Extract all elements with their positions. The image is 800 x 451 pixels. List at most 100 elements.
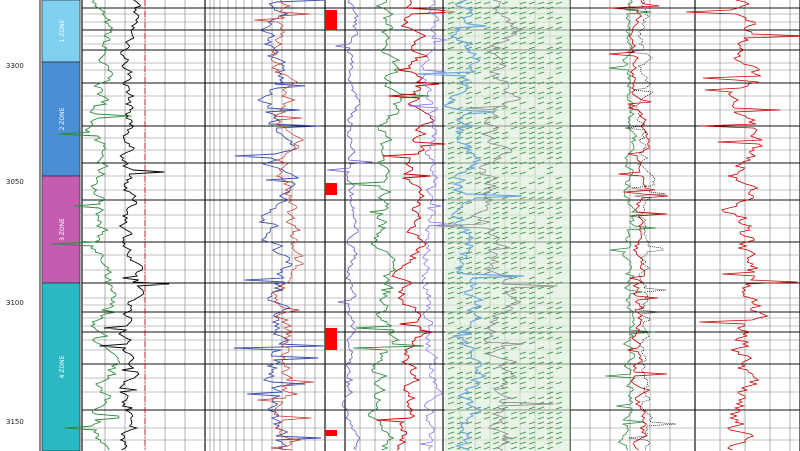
- lithology-hatch: [456, 281, 464, 285]
- lithology-hatch: [555, 396, 563, 400]
- lithology-hatch: [528, 431, 536, 435]
- lithology-hatch: [546, 251, 554, 255]
- lithology-hatch: [492, 161, 500, 165]
- lithology-hatch: [465, 421, 473, 425]
- lithology-hatch: [474, 271, 482, 275]
- lithology-hatch: [519, 131, 527, 135]
- lithology-hatch: [555, 56, 563, 60]
- lithology-hatch: [447, 151, 455, 155]
- lithology-hatch: [456, 196, 464, 200]
- lithology-hatch: [447, 336, 455, 340]
- lithology-hatch: [483, 11, 491, 15]
- lithology-hatch: [546, 376, 554, 380]
- lithology-hatch: [492, 416, 500, 420]
- lithology-hatch: [519, 331, 527, 335]
- lithology-hatch: [555, 311, 563, 315]
- lithology-hatch: [447, 21, 455, 25]
- lithology-hatch: [483, 26, 491, 30]
- lithology-hatch: [492, 56, 500, 60]
- lithology-hatch: [537, 446, 545, 450]
- lithology-hatch: [492, 286, 500, 290]
- lithology-hatch: [501, 406, 509, 410]
- lithology-hatch: [465, 381, 473, 385]
- track-3-block: [325, 10, 337, 30]
- lithology-hatch: [546, 246, 554, 250]
- lithology-hatch: [519, 11, 527, 15]
- lithology-hatch: [492, 91, 500, 95]
- lithology-hatch: [546, 381, 554, 385]
- lithology-hatch: [501, 371, 509, 375]
- lithology-hatch: [447, 286, 455, 290]
- zone-band: [41, 175, 81, 284]
- lithology-hatch: [555, 176, 563, 180]
- lithology-hatch: [528, 441, 536, 445]
- lithology-hatch: [465, 371, 473, 375]
- lithology-hatch: [519, 161, 527, 165]
- lithology-hatch: [528, 291, 536, 295]
- lithology-hatch: [465, 376, 473, 380]
- lithology-hatch: [537, 206, 545, 210]
- lithology-hatch: [447, 291, 455, 295]
- lithology-hatch: [492, 151, 500, 155]
- lithology-hatch: [492, 186, 500, 190]
- lithology-hatch: [447, 111, 455, 115]
- lithology-hatch: [456, 346, 464, 350]
- lithology-hatch: [528, 61, 536, 65]
- lithology-hatch: [483, 246, 491, 250]
- lithology-hatch: [501, 11, 509, 15]
- lithology-hatch: [519, 136, 527, 140]
- lithology-hatch: [537, 371, 545, 375]
- lithology-hatch: [546, 311, 554, 315]
- lithology-hatch: [555, 136, 563, 140]
- lithology-hatch: [555, 46, 563, 50]
- lithology-hatch: [465, 56, 473, 60]
- lithology-hatch: [492, 436, 500, 440]
- lithology-hatch: [456, 61, 464, 65]
- lithology-hatch: [528, 131, 536, 135]
- lithology-hatch: [546, 221, 554, 225]
- lithology-hatch: [510, 81, 518, 85]
- lithology-hatch: [483, 1, 491, 5]
- lithology-hatch: [555, 91, 563, 95]
- lithology-hatch: [519, 66, 527, 70]
- lithology-hatch: [555, 341, 563, 345]
- lithology-hatch: [456, 246, 464, 250]
- lithology-hatch: [483, 411, 491, 415]
- lithology-hatch: [447, 61, 455, 65]
- track-5-curve-gray: [436, 0, 558, 451]
- lithology-hatch: [447, 101, 455, 105]
- lithology-hatch: [447, 276, 455, 280]
- lithology-hatch: [519, 196, 527, 200]
- lithology-hatch: [501, 391, 509, 395]
- lithology-hatch: [474, 306, 482, 310]
- lithology-hatch: [555, 51, 563, 55]
- lithology-hatch: [483, 316, 491, 320]
- lithology-hatch: [528, 211, 536, 215]
- zone-label: 2 ZONE: [59, 107, 66, 130]
- lithology-hatch: [474, 176, 482, 180]
- lithology-hatch: [546, 146, 554, 150]
- lithology-hatch: [546, 226, 554, 230]
- lithology-hatch: [501, 311, 509, 315]
- lithology-hatch: [519, 306, 527, 310]
- lithology-hatch: [510, 66, 518, 70]
- lithology-hatch: [510, 266, 518, 270]
- lithology-hatch: [510, 326, 518, 330]
- lithology-hatch: [501, 426, 509, 430]
- lithology-hatch: [447, 356, 455, 360]
- lithology-hatch: [456, 326, 464, 330]
- lithology-hatch: [537, 126, 545, 130]
- lithology-hatch: [555, 26, 563, 30]
- lithology-hatch: [510, 41, 518, 45]
- lithology-hatch: [528, 276, 536, 280]
- lithology-hatch: [456, 441, 464, 445]
- lithology-hatch: [447, 351, 455, 355]
- zone-label: 1 ZONE: [59, 19, 66, 42]
- lithology-hatch: [546, 196, 554, 200]
- lithology-hatch: [483, 306, 491, 310]
- lithology-hatch: [555, 141, 563, 145]
- lithology-hatch: [501, 81, 509, 85]
- lithology-hatch: [447, 236, 455, 240]
- lithology-hatch: [474, 191, 482, 195]
- lithology-hatch: [447, 281, 455, 285]
